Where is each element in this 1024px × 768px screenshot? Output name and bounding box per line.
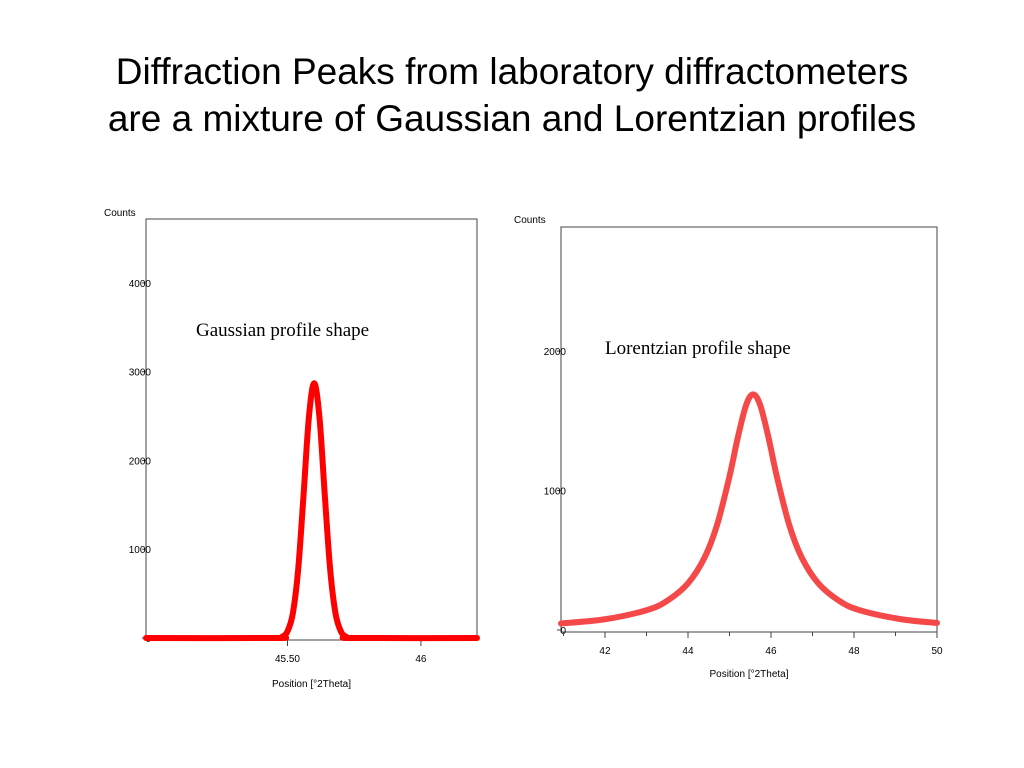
series-line-lorentzian: [558, 391, 940, 627]
y-tick-label: 1000: [129, 545, 152, 556]
y-tick-label: 4000: [129, 279, 152, 290]
series-line-gaussian: [143, 380, 480, 642]
plot-frame: [560, 226, 938, 633]
x-tick-label: 44: [682, 646, 694, 657]
x-tick-label: 46: [765, 646, 777, 657]
x-axis-label: Position [°2Theta]: [709, 669, 788, 680]
x-tick-label: 42: [599, 646, 611, 657]
x-tick-label: 48: [848, 646, 860, 657]
y-tick-label: 1000: [544, 487, 567, 498]
y-tick-label: 2000: [129, 456, 152, 467]
profile-annotation: Lorentzian profile shape: [605, 338, 791, 359]
y-tick-label: 3000: [129, 368, 152, 379]
slide-title: Diffraction Peaks from laboratory diffra…: [0, 48, 1024, 142]
slide-title-line-1: Diffraction Peaks from laboratory diffra…: [115, 51, 909, 92]
chart-lorentzian: Counts 0 1000 2000 42 44 46 48 50 Position [°2The…: [514, 215, 943, 680]
x-axis-label: Position [°2Theta]: [272, 679, 351, 690]
y-axis-label: Counts: [514, 215, 546, 226]
plot-frame: [145, 218, 478, 641]
x-tick-label: 45.50: [275, 654, 300, 665]
y-tick-label: 2000: [544, 347, 567, 358]
x-tick-label: 46: [415, 654, 427, 665]
x-tick-label: 50: [931, 646, 943, 657]
y-tick-label: 0: [560, 626, 566, 637]
y-axis-label: Counts: [104, 208, 136, 219]
slide-title-line-2: are a mixture of Gaussian and Lorentzian…: [107, 98, 917, 139]
profile-annotation: Gaussian profile shape: [196, 320, 369, 341]
